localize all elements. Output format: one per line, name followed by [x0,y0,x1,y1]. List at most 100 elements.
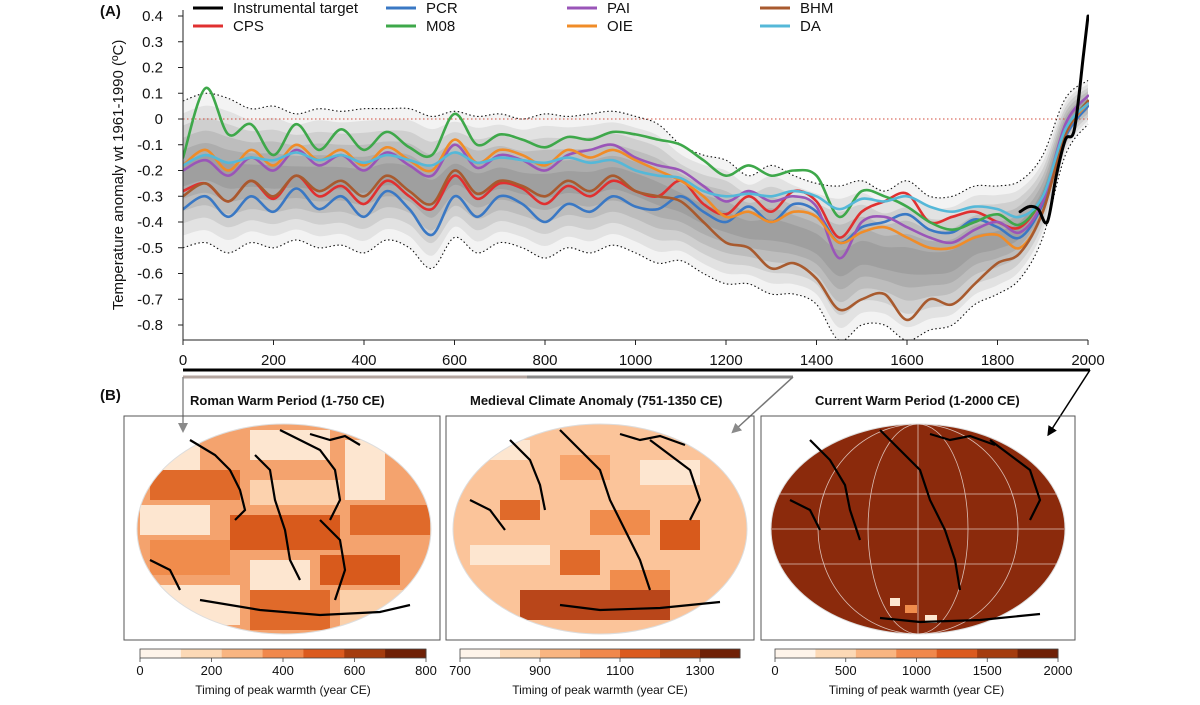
colorbar-tick-label: 400 [272,663,294,678]
x-tick-label: 2000 [1071,352,1104,369]
colorbar-segment [660,649,701,658]
colorbar-current: 0 500 1000 1500 2000 Timing of peak warmth (y… [771,648,1073,697]
x-tick-label: 1600 [890,352,923,369]
coastlines-current [789,429,1042,624]
colorbar-segment [385,649,427,658]
legend-label: PCR [426,0,458,17]
x-tick-label: 800 [532,352,557,369]
y-tick-label: 0 [155,111,163,128]
series-lines [183,14,1089,322]
y-axis-label: Temperature anomaly wt 1961-1990 (ºC) [110,40,127,311]
colorbar-title: Timing of peak warmth (year CE) [829,683,1005,697]
arrow-medieval [731,376,794,434]
y-tick-label: 0.2 [142,60,163,77]
x-tick-label: 1800 [981,352,1014,369]
legend-label: Instrumental target [233,0,359,17]
uncertainty-band-layer [183,87,1088,316]
colorbar-segment [775,649,816,658]
map-frame-roman [123,415,441,641]
uncertainty-band-layer [183,98,1088,277]
series-line-oie [183,102,1089,251]
colorbar-segment [855,649,897,658]
legend-label: DA [800,18,821,35]
map-title-medieval: Medieval Climate Anomaly (751-1350 CE) [470,393,722,408]
uncertainty-bound-upper [183,79,1089,199]
series-line-m08 [183,86,1089,231]
colorbar-tick-label: 1500 [973,663,1002,678]
series-line-bhm [183,99,1089,322]
map-title-roman: Roman Warm Period (1-750 CE) [190,393,385,408]
x-tick-label: 0 [179,352,187,369]
colorbar-tick-label: 2000 [1044,663,1073,678]
map-cells-medieval [453,424,747,634]
colorbar-segment [977,649,1019,658]
legend-label: OIE [607,18,633,35]
uncertainty-band-layer [183,91,1088,303]
colorbar-tick-label: 0 [136,663,143,678]
colorbar-tick-label: 200 [201,663,223,678]
y-tick-label: 0.3 [142,34,163,51]
colorbar-segment [540,649,581,658]
map-medieval-climate-anomaly: Medieval Climate Anomaly (751-1350 CE) 7… [445,393,755,697]
colorbar-tick-label: 0 [771,663,778,678]
colorbar-segment [500,649,541,658]
colorbar-segment [700,649,741,658]
x-tick-label: 400 [351,352,376,369]
uncertainty-band-layer [183,80,1088,340]
colorbar-tick-label: 1300 [686,663,715,678]
colorbar-segment [344,649,386,658]
colorbar-segment [815,649,857,658]
y-tick-label: -0.2 [137,163,163,180]
y-tick-label: -0.8 [137,317,163,334]
x-tick-label: 1400 [800,352,833,369]
colorbar-segment [303,649,345,658]
series-line-instrumental-target [1018,14,1089,225]
map-title-current: Current Warm Period (1-2000 CE) [815,393,1020,408]
colorbar-segment [140,649,182,658]
colorbar-tick-label: 800 [415,663,437,678]
colorbar-segment [221,649,264,658]
colorbar-title: Timing of peak warmth (year CE) [512,683,688,697]
colorbar-segment [262,649,304,658]
y-tick-label: -0.4 [137,214,163,231]
temperature-reconstruction-chart: 0 200 400 600 800 1000 1200 1400 1600 1800 2000 0.4… [110,0,1105,369]
legend-label: M08 [426,18,455,35]
colorbar-segment [180,649,223,658]
map-frame-medieval [445,415,755,641]
colorbar-tick-label: 1000 [902,663,931,678]
period-indicators [178,368,1091,437]
colorbar-tick-label: 900 [529,663,551,678]
colorbar-segment [580,649,621,658]
coastlines-roman [149,429,411,617]
x-tick-label: 1200 [709,352,742,369]
arrow-current [1047,369,1091,437]
series-line-da [183,102,1089,219]
x-tick-label: 1000 [619,352,652,369]
axes: 0 200 400 600 800 1000 1200 1400 1600 1800 2000 0.4… [137,8,1105,369]
colorbar-title: Timing of peak warmth (year CE) [195,683,371,697]
colorbar-segment [936,649,978,658]
y-tick-label: 0.1 [142,85,163,102]
colorbar-tick-label: 1100 [606,663,634,678]
y-tick-label: 0.4 [142,8,163,25]
series-line-pcr [183,104,1089,245]
colorbar-segment [1017,649,1059,658]
colorbar-tick-label: 500 [835,663,857,678]
colorbar-tick-label: 700 [449,663,471,678]
colorbar-roman: 0 200 400 600 800 Timing of peak warmth (year… [136,648,437,697]
panel-b-label: (B) [100,387,121,404]
legend-label: CPS [233,18,264,35]
map-current-warm-period: Current Warm Period (1-2000 CE) 0 500 1000… [760,393,1076,697]
panel-a-label: (A) [100,3,121,20]
y-tick-label: -0.1 [137,137,163,154]
colorbar-frame [459,648,741,659]
y-tick-label: -0.3 [137,188,163,205]
colorbar-medieval: 700 900 1100 1300 Timing of peak warmth (yea… [449,648,741,697]
x-tick-label: 200 [261,352,286,369]
colorbar-tick-label: 600 [344,663,366,678]
uncertainty-bound-lower [183,123,1089,340]
x-tick-label: 600 [442,352,467,369]
map-frame-current [760,415,1076,641]
